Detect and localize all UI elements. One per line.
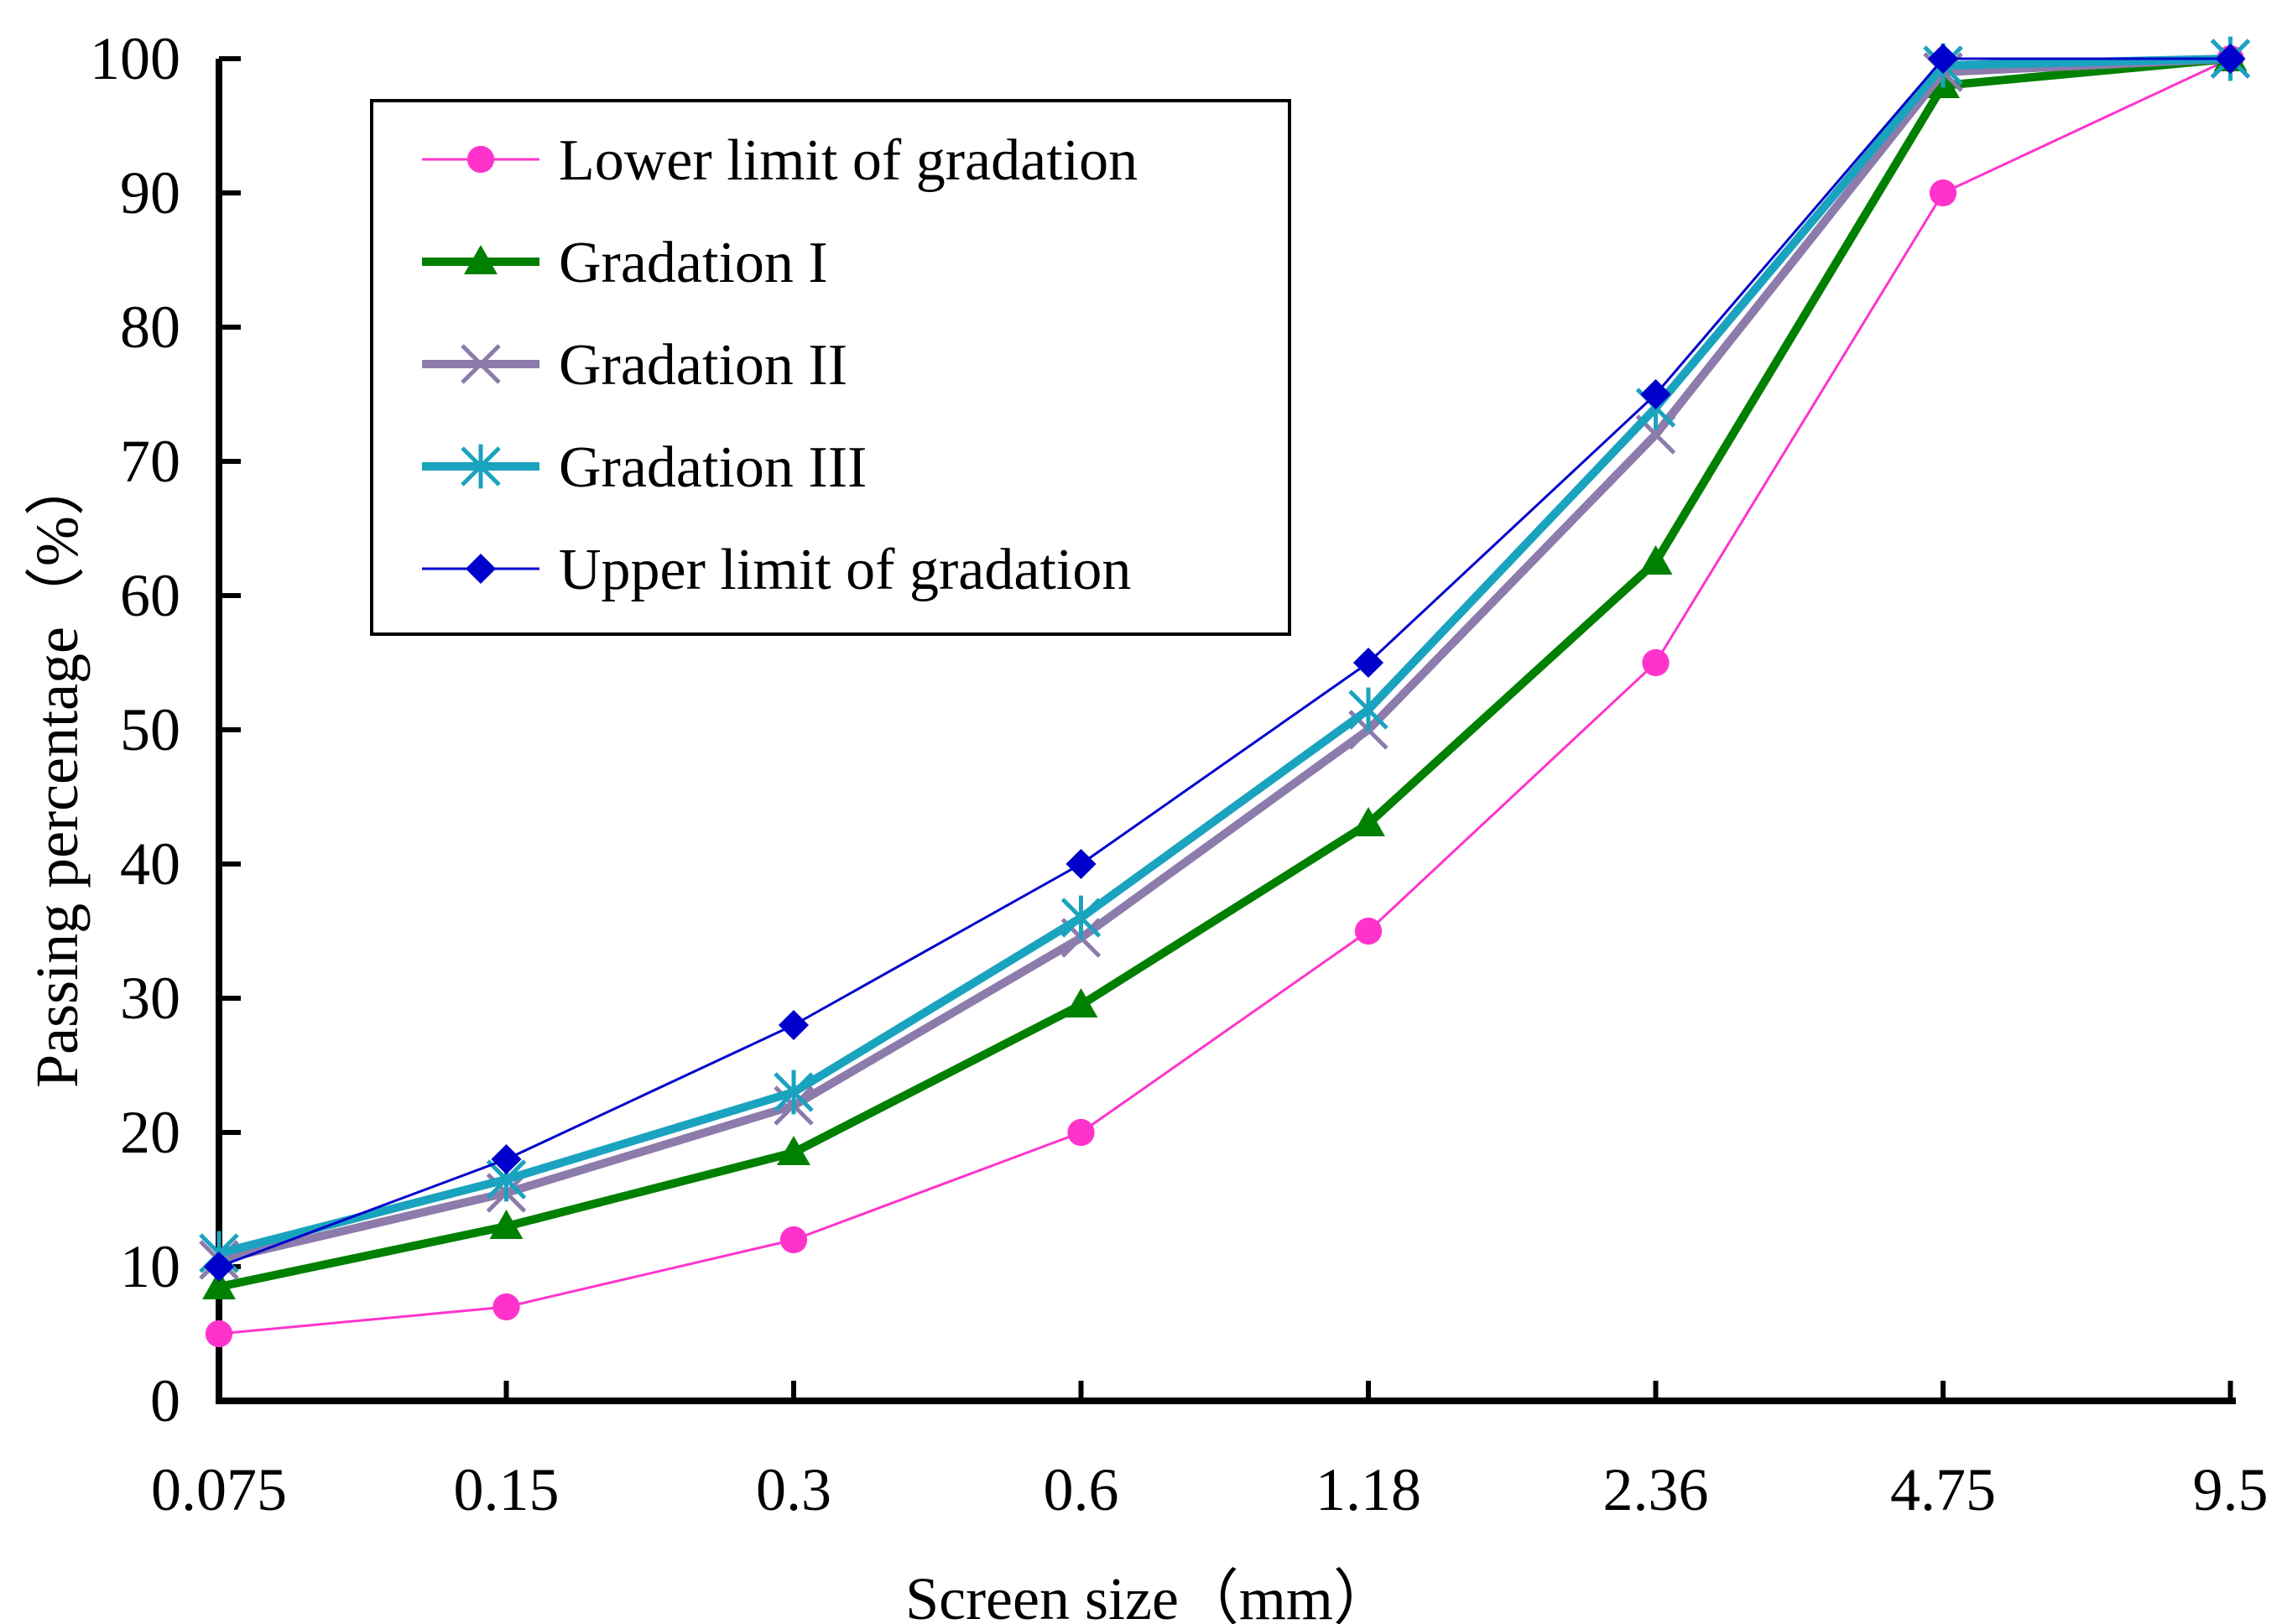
series-5 [203, 43, 2246, 1283]
series-line [217, 55, 2231, 1264]
legend: Lower limit of gradation Gradation I Grada… [370, 99, 1291, 636]
y-tick-label: 40 [120, 830, 180, 898]
data-point [1065, 848, 1097, 880]
data-point [202, 1270, 236, 1299]
data-point [774, 1070, 814, 1115]
y-tick-label: 0 [150, 1367, 180, 1434]
y-tick-label: 90 [120, 159, 180, 226]
y-tick-label: 70 [120, 428, 180, 495]
data-point [778, 1009, 810, 1041]
data-point [1352, 807, 1385, 836]
legend-label: Gradation II [559, 333, 847, 398]
series-line [217, 55, 2231, 1291]
legend-marker [461, 344, 501, 384]
series-layer [199, 36, 2251, 1348]
data-point [1639, 545, 1673, 575]
x-tick-label: 1.18 [1316, 1456, 1421, 1523]
series-line [218, 57, 2232, 1335]
x-tick-label: 4.75 [1890, 1456, 1996, 1523]
legend-marker [466, 145, 495, 174]
x-tick-label: 0.075 [151, 1456, 287, 1523]
series-line [218, 57, 2231, 1268]
series-line [217, 55, 2231, 1257]
x-ticks: 0.075 0.15 0.3 0.6 1.18 2.36 4.75 9.5 [151, 1381, 2269, 1523]
data-point [1927, 43, 1959, 75]
data-point [1064, 988, 1098, 1018]
legend-item: Gradation I [422, 231, 828, 295]
y-tick-label: 80 [120, 294, 180, 361]
x-tick-label: 0.6 [1044, 1456, 1119, 1523]
data-point [1354, 917, 1383, 945]
y-tick-label: 20 [120, 1099, 180, 1166]
data-point [1348, 687, 1388, 732]
legend-label: Lower limit of gradation [559, 128, 1138, 193]
data-point [2215, 43, 2246, 75]
data-point [205, 1320, 233, 1348]
data-point [491, 1143, 522, 1175]
legend-item: Gradation III [422, 435, 867, 500]
data-point [1352, 647, 1384, 679]
x-axis-title: Screen size（mm） [905, 1565, 1394, 1624]
y-tick-label: 50 [120, 696, 180, 763]
y-ticks: 0 10 20 30 40 50 60 70 80 90 100 [90, 25, 241, 1434]
x-tick-label: 0.15 [454, 1456, 560, 1523]
legend-label: Gradation I [559, 231, 828, 295]
data-point [1640, 378, 1671, 410]
data-point [777, 1136, 810, 1165]
x-tick-label: 2.36 [1603, 1456, 1709, 1523]
data-point [1060, 895, 1102, 940]
legend-item: Upper limit of gradation [422, 538, 1131, 602]
x-tick-label: 0.3 [756, 1456, 831, 1523]
legend-label: Upper limit of gradation [559, 538, 1131, 602]
data-point [492, 1293, 520, 1321]
data-point [203, 1251, 235, 1283]
data-point [1642, 648, 1670, 677]
legend-label: Gradation III [559, 435, 867, 500]
x-tick-label: 9.5 [2193, 1456, 2269, 1523]
data-point [489, 1210, 524, 1239]
legend-item: Gradation II [422, 333, 847, 398]
data-point [1067, 1118, 1095, 1147]
data-point [1929, 179, 1957, 207]
y-tick-label: 10 [120, 1233, 180, 1300]
legend-marker [464, 245, 498, 274]
y-tick-label: 60 [120, 562, 180, 629]
data-point [779, 1226, 808, 1254]
y-tick-label: 100 [90, 25, 180, 92]
legend-item: Lower limit of gradation [422, 128, 1138, 193]
legend-marker [465, 553, 497, 585]
y-axis-title: Passing percentage（%） [23, 455, 91, 1088]
legend-marker [461, 444, 501, 489]
y-tick-label: 30 [120, 965, 180, 1032]
